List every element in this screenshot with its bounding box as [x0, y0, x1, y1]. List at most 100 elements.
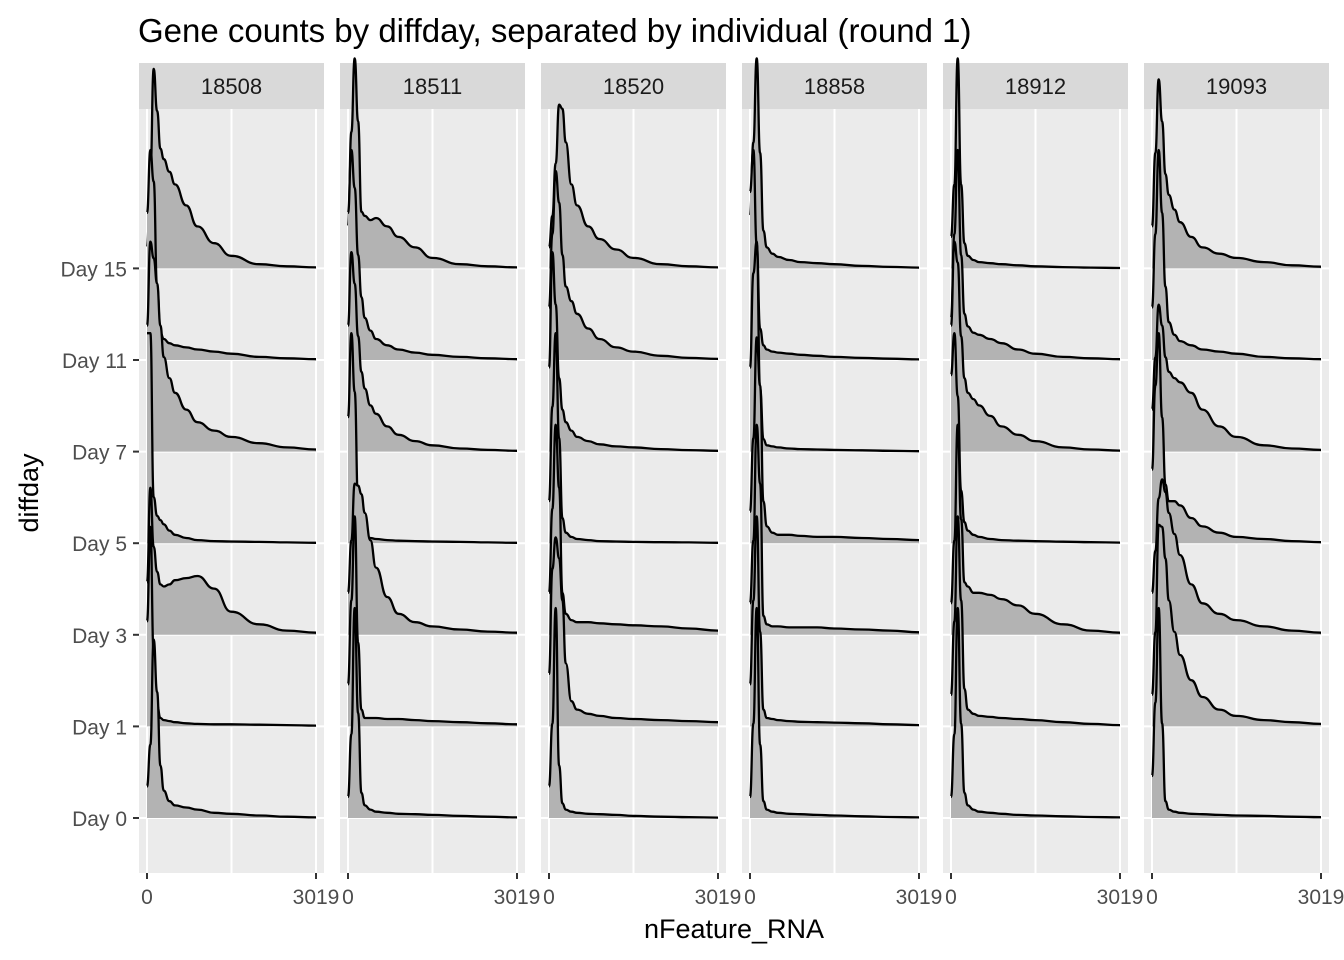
density-line-day-7 — [547, 250, 719, 452]
y-axis-title: diffday — [14, 453, 44, 533]
density-line-day-15 — [547, 103, 719, 269]
x-tick-label: 0 — [141, 886, 153, 909]
density-line-day-5 — [146, 332, 317, 544]
x-tick-label: 3019 — [896, 886, 943, 909]
density-area-day-11 — [348, 150, 517, 360]
density-line-day-15 — [748, 57, 920, 269]
density-line-day-3 — [949, 423, 1121, 634]
density-line-day-7 — [145, 240, 317, 451]
strip-header — [139, 63, 324, 109]
chart-title: Gene counts by diffday, separated by ind… — [138, 12, 971, 49]
density-area-day-11 — [549, 171, 718, 360]
strip-label: 18508 — [201, 74, 262, 99]
density-line-day-1 — [346, 515, 518, 726]
density-line-day-0 — [1150, 606, 1322, 819]
density-line-day-15 — [145, 67, 317, 269]
panel-19093: 19093 0 3019 — [1144, 63, 1344, 909]
y-tick-label: Day 7 — [72, 442, 127, 465]
density-line-day-3 — [748, 423, 920, 634]
density-line-day-3 — [1150, 478, 1322, 634]
density-line-day-11 — [1150, 148, 1322, 361]
x-tick-label: 0 — [945, 886, 957, 909]
density-line-day-11 — [145, 148, 317, 361]
density-line-day-15 — [346, 57, 518, 269]
density-line-day-0 — [346, 606, 518, 819]
strip-header — [1144, 63, 1329, 109]
panel-18511: 18511 0 3019 — [340, 57, 541, 909]
density-area-day-0 — [147, 639, 316, 818]
strip-header — [742, 63, 927, 109]
x-tick-label: 0 — [1146, 886, 1158, 909]
panel-18508: 18508 0 3019 — [139, 63, 339, 909]
panel-18912: 18912 0 3019 — [943, 57, 1144, 909]
panel-18858: 18858 0 3019 — [742, 57, 943, 909]
density-line-day-11 — [547, 169, 719, 361]
density-area-day-7 — [147, 241, 316, 452]
x-axis-title: nFeature_RNA — [644, 914, 824, 944]
y-axis: Day 0 Day 1 Day 3 Day 5 Day 7 Day 11 Day 15 — [60, 258, 139, 831]
x-tick-label: 0 — [744, 886, 756, 909]
x-tick-label: 0 — [543, 886, 555, 909]
density-line-day-3 — [547, 423, 719, 632]
y-tick-label: Day 15 — [60, 258, 127, 281]
density-line-day-3 — [145, 486, 317, 634]
density-line-day-15 — [949, 57, 1121, 270]
density-area-day-15 — [549, 104, 718, 269]
density-line-day-1 — [949, 515, 1121, 727]
x-tick-label: 0 — [342, 886, 354, 909]
density-area-day-11 — [951, 150, 1120, 360]
density-line-day-5 — [346, 332, 518, 544]
density-line-day-11 — [949, 148, 1121, 361]
x-tick-label: 3019 — [1298, 886, 1344, 909]
density-line-day-5 — [949, 332, 1121, 544]
density-area-day-1 — [549, 537, 718, 727]
y-tick-label: Day 3 — [72, 625, 127, 648]
strip-label: 19093 — [1206, 74, 1267, 99]
density-area-day-3 — [951, 424, 1120, 635]
density-area-day-7 — [951, 241, 1120, 452]
density-line-day-7 — [748, 240, 920, 453]
density-line-day-1 — [547, 536, 719, 724]
density-area-day-7 — [348, 252, 517, 452]
strip-header — [541, 63, 726, 109]
density-area-day-11 — [1152, 150, 1321, 360]
strip-header — [943, 63, 1128, 109]
panel-18520: 18520 0 3019 — [541, 63, 741, 909]
density-area-day-15 — [147, 68, 316, 269]
density-line-day-11 — [346, 148, 518, 361]
density-area-day-1 — [1152, 524, 1321, 727]
density-area-day-3 — [348, 483, 517, 635]
x-tick-label: 3019 — [1097, 886, 1144, 909]
density-line-day-5 — [547, 332, 719, 544]
density-line-day-1 — [748, 515, 920, 727]
x-tick-label: 3019 — [293, 886, 340, 909]
density-line-day-0 — [748, 606, 920, 819]
density-line-day-15 — [1150, 78, 1322, 268]
density-line-day-1 — [1150, 523, 1322, 726]
y-tick-label: Day 5 — [72, 533, 127, 556]
strip-label: 18511 — [403, 74, 463, 99]
density-area-day-3 — [147, 487, 316, 635]
density-line-day-0 — [145, 638, 317, 819]
density-area-day-15 — [1152, 79, 1321, 269]
density-line-day-5 — [1150, 332, 1322, 544]
strip-header — [340, 63, 525, 109]
density-area-day-15 — [348, 58, 517, 269]
density-area-day-3 — [1152, 479, 1321, 635]
density-line-day-7 — [346, 250, 518, 452]
density-line-day-0 — [949, 606, 1121, 819]
density-line-day-0 — [547, 606, 719, 819]
strip-label: 18520 — [603, 74, 664, 99]
density-area-day-7 — [549, 252, 718, 452]
density-line-day-5 — [748, 336, 920, 542]
density-line-day-3 — [346, 482, 518, 634]
x-tick-label: 3019 — [494, 886, 541, 909]
strip-label: 18912 — [1005, 74, 1066, 99]
x-tick-label: 3019 — [695, 886, 742, 909]
density-line-day-7 — [949, 240, 1121, 452]
density-line-day-7 — [1150, 303, 1322, 452]
density-area-day-7 — [1152, 304, 1321, 452]
y-tick-label: Day 11 — [62, 350, 127, 373]
